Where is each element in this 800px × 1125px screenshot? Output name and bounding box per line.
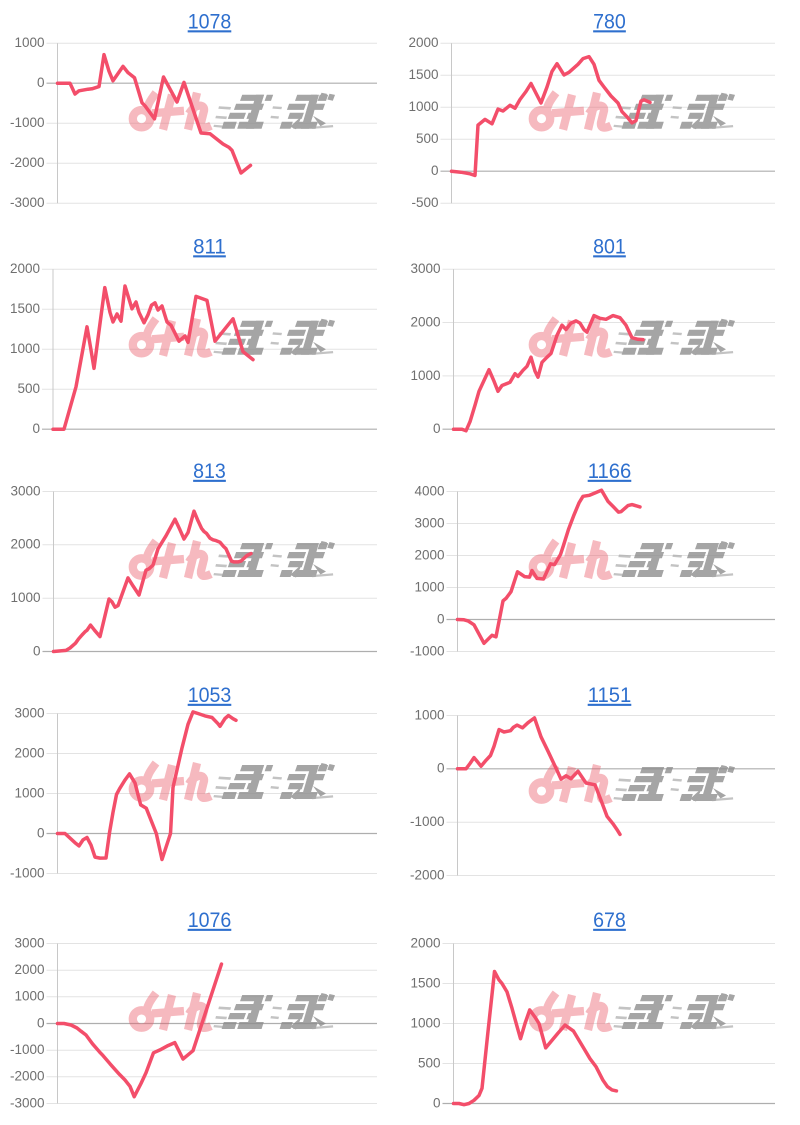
svg-text:801: 801 — [593, 235, 626, 258]
svg-text:1000: 1000 — [410, 1015, 440, 1030]
svg-text:-3000: -3000 — [10, 1095, 45, 1110]
svg-text:1000: 1000 — [10, 341, 40, 356]
svg-text:0: 0 — [433, 421, 441, 436]
svg-text:3000: 3000 — [10, 483, 40, 498]
svg-text:500: 500 — [416, 131, 439, 146]
svg-text:-2000: -2000 — [410, 867, 445, 882]
svg-text:2000: 2000 — [10, 261, 40, 276]
svg-text:0: 0 — [431, 163, 439, 178]
svg-text:1000: 1000 — [410, 368, 440, 383]
svg-text:-2000: -2000 — [10, 155, 45, 170]
svg-text:0: 0 — [32, 421, 40, 436]
svg-text:1166: 1166 — [588, 460, 632, 483]
svg-text:0: 0 — [437, 761, 445, 776]
svg-text:811: 811 — [193, 235, 226, 258]
svg-text:1500: 1500 — [408, 67, 438, 82]
svg-text:-1000: -1000 — [10, 115, 45, 130]
svg-text:-1000: -1000 — [10, 1042, 45, 1057]
svg-text:1000: 1000 — [10, 590, 40, 605]
svg-text:-500: -500 — [411, 195, 438, 210]
svg-text:813: 813 — [193, 460, 226, 483]
svg-text:2000: 2000 — [410, 935, 440, 950]
svg-text:1151: 1151 — [588, 684, 632, 707]
svg-text:0: 0 — [37, 825, 45, 840]
svg-text:0: 0 — [433, 1095, 441, 1110]
svg-text:2000: 2000 — [10, 537, 40, 552]
svg-text:1078: 1078 — [188, 10, 232, 33]
svg-text:1053: 1053 — [188, 684, 232, 707]
svg-text:2000: 2000 — [14, 962, 44, 977]
svg-text:780: 780 — [593, 10, 626, 33]
svg-text:4000: 4000 — [414, 483, 444, 498]
svg-text:1000: 1000 — [414, 707, 444, 722]
svg-text:1000: 1000 — [408, 99, 438, 114]
svg-text:500: 500 — [418, 1055, 441, 1070]
svg-text:0: 0 — [37, 1015, 45, 1030]
svg-text:1000: 1000 — [14, 785, 44, 800]
svg-text:1000: 1000 — [14, 989, 44, 1004]
svg-text:0: 0 — [37, 75, 45, 90]
svg-text:3000: 3000 — [14, 705, 44, 720]
svg-text:2000: 2000 — [14, 745, 44, 760]
svg-text:0: 0 — [33, 643, 41, 658]
svg-text:2000: 2000 — [408, 35, 438, 50]
svg-text:-1000: -1000 — [410, 814, 445, 829]
svg-text:3000: 3000 — [414, 515, 444, 530]
svg-text:-2000: -2000 — [10, 1069, 45, 1084]
svg-text:500: 500 — [17, 381, 40, 396]
svg-text:2000: 2000 — [410, 314, 440, 329]
svg-text:1076: 1076 — [188, 909, 232, 932]
svg-text:2000: 2000 — [414, 547, 444, 562]
svg-text:678: 678 — [593, 909, 626, 932]
svg-text:1000: 1000 — [14, 35, 44, 50]
svg-text:0: 0 — [437, 611, 445, 626]
svg-text:1500: 1500 — [10, 301, 40, 316]
svg-text:-1000: -1000 — [10, 865, 45, 880]
svg-text:1500: 1500 — [410, 975, 440, 990]
svg-text:3000: 3000 — [14, 935, 44, 950]
svg-text:3000: 3000 — [410, 261, 440, 276]
svg-text:-3000: -3000 — [10, 195, 45, 210]
svg-text:1000: 1000 — [414, 579, 444, 594]
svg-text:-1000: -1000 — [410, 643, 445, 658]
